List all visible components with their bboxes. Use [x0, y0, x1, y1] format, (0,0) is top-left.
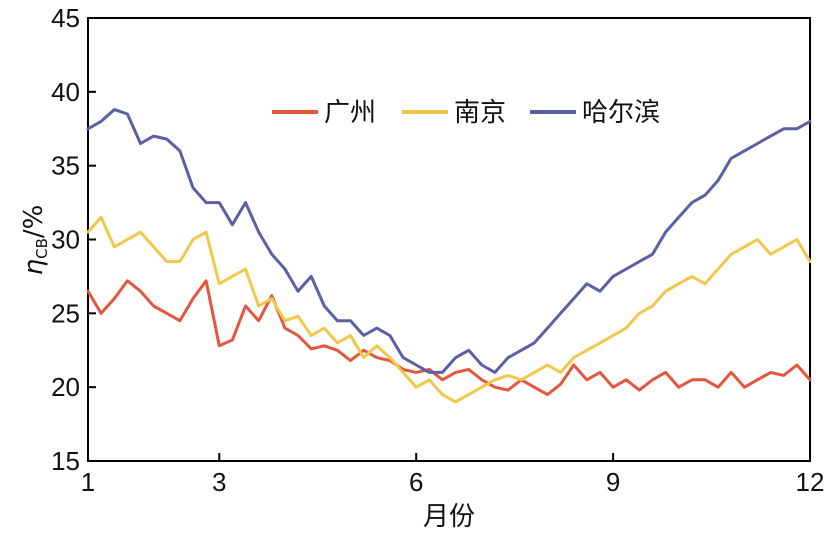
x-tick-label: 12 [796, 467, 825, 497]
legend-label-0: 广州 [324, 98, 376, 128]
series-line-2 [86, 108, 812, 374]
y-tick-label: 40 [51, 77, 80, 107]
y-axis: 15 20 25 30 35 40 45 [51, 3, 96, 476]
series-line-1 [86, 215, 812, 404]
y-tick-label: 35 [51, 151, 80, 181]
y-tick-label: 45 [51, 3, 80, 33]
x-axis: 1 3 6 9 12 [81, 453, 825, 497]
x-tick-label: 9 [606, 467, 620, 497]
series-layer [86, 108, 812, 404]
x-tick-label: 3 [212, 467, 226, 497]
plot-frame [87, 17, 811, 462]
y-axis-title-symbol: η [19, 259, 49, 275]
legend-label-1: 南京 [454, 98, 506, 128]
y-tick-label: 25 [51, 298, 80, 328]
y-tick-label: 20 [51, 372, 80, 402]
y-tick-label: 15 [51, 446, 80, 476]
legend-label-2: 哈尔滨 [582, 98, 660, 128]
y-axis-title-unit: /% [19, 205, 49, 238]
series-line-0 [86, 279, 812, 397]
legend: 广州 南京 哈尔滨 [272, 98, 660, 128]
x-tick-label: 1 [81, 467, 95, 497]
y-axis-title: ηCB/% [19, 205, 51, 276]
x-tick-label: 6 [409, 467, 423, 497]
y-axis-title-subscript: CB [33, 238, 51, 259]
x-axis-title: 月份 [423, 502, 475, 532]
y-tick-label: 30 [51, 225, 80, 255]
